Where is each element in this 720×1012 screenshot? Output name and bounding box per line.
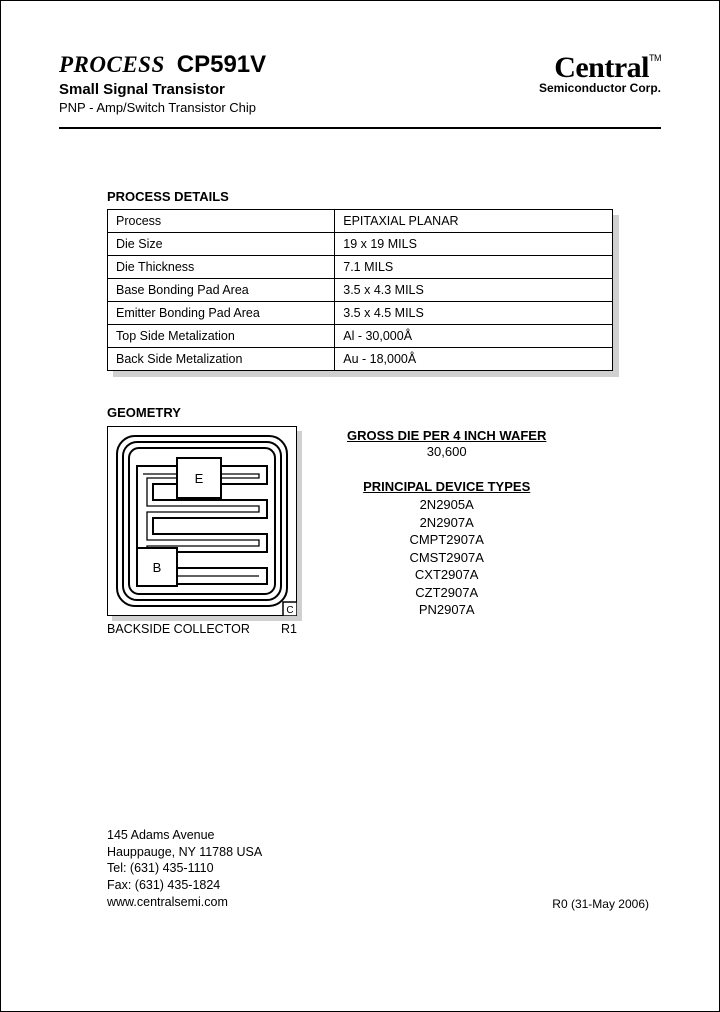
base-label: B	[153, 560, 162, 575]
company-logo: CentralTM Semiconductor Corp.	[539, 51, 661, 95]
part-number: CP591V	[177, 51, 266, 79]
details-table-wrap: ProcessEPITAXIAL PLANAR Die Size19 x 19 …	[107, 209, 613, 371]
devices-title: PRINCIPAL DEVICE TYPES	[347, 479, 546, 494]
cell-key: Die Size	[108, 233, 335, 256]
addr-line: Tel: (631) 435-1110	[107, 860, 262, 877]
corner-label: C	[286, 605, 293, 616]
geometry-row: E B C BACKSIDE COLLECTOR R1 GROSS DIE PE…	[107, 426, 661, 636]
cell-key: Die Thickness	[108, 256, 335, 279]
table-row: Back Side MetalizationAu - 18,000Å	[108, 348, 613, 371]
list-item: 2N2907A	[347, 514, 546, 532]
cell-val: 3.5 x 4.3 MILS	[335, 279, 613, 302]
list-item: CZT2907A	[347, 584, 546, 602]
table-row: Emitter Bonding Pad Area3.5 x 4.5 MILS	[108, 302, 613, 325]
cell-val: 19 x 19 MILS	[335, 233, 613, 256]
logo-main: CentralTM	[539, 51, 661, 85]
title-line: PROCESS CP591V	[59, 51, 266, 79]
addr-line: www.centralsemi.com	[107, 894, 262, 911]
header: PROCESS CP591V Small Signal Transistor P…	[59, 51, 661, 115]
cell-val: Au - 18,000Å	[335, 348, 613, 371]
caption-right: R1	[281, 622, 297, 636]
details-table: ProcessEPITAXIAL PLANAR Die Size19 x 19 …	[107, 209, 613, 371]
geometry-right: GROSS DIE PER 4 INCH WAFER 30,600 PRINCI…	[347, 426, 546, 636]
addr-line: Fax: (631) 435-1824	[107, 877, 262, 894]
cell-val: 7.1 MILS	[335, 256, 613, 279]
table-row: Die Thickness7.1 MILS	[108, 256, 613, 279]
cell-key: Base Bonding Pad Area	[108, 279, 335, 302]
addr-line: Hauppauge, NY 11788 USA	[107, 844, 262, 861]
wafer-value: 30,600	[347, 444, 546, 459]
emitter-label: E	[195, 471, 204, 486]
wafer-title: GROSS DIE PER 4 INCH WAFER	[347, 428, 546, 443]
table-row: ProcessEPITAXIAL PLANAR	[108, 210, 613, 233]
die-diagram: E B C BACKSIDE COLLECTOR R1	[107, 426, 307, 636]
footer-address: 145 Adams Avenue Hauppauge, NY 11788 USA…	[107, 827, 262, 911]
datasheet-page: PROCESS CP591V Small Signal Transistor P…	[1, 1, 719, 666]
die-caption: BACKSIDE COLLECTOR R1	[107, 622, 297, 636]
list-item: CMST2907A	[347, 549, 546, 567]
cell-key: Process	[108, 210, 335, 233]
list-item: PN2907A	[347, 601, 546, 619]
table-row: Top Side MetalizationAl - 30,000Å	[108, 325, 613, 348]
geometry-title: GEOMETRY	[107, 405, 661, 420]
cell-val: EPITAXIAL PLANAR	[335, 210, 613, 233]
list-item: CXT2907A	[347, 566, 546, 584]
process-label: PROCESS	[59, 52, 165, 78]
cell-key: Back Side Metalization	[108, 348, 335, 371]
list-item: CMPT2907A	[347, 531, 546, 549]
subtitle-1: Small Signal Transistor	[59, 81, 266, 98]
table-row: Base Bonding Pad Area3.5 x 4.3 MILS	[108, 279, 613, 302]
details-title: PROCESS DETAILS	[107, 189, 661, 204]
caption-left: BACKSIDE COLLECTOR	[107, 622, 250, 636]
revision: R0 (31-May 2006)	[552, 897, 649, 911]
devices-list: 2N2905A 2N2907A CMPT2907A CMST2907A CXT2…	[347, 496, 546, 619]
die-svg-icon: E B C	[107, 426, 297, 616]
addr-line: 145 Adams Avenue	[107, 827, 262, 844]
table-row: Die Size19 x 19 MILS	[108, 233, 613, 256]
header-left: PROCESS CP591V Small Signal Transistor P…	[59, 51, 266, 115]
list-item: 2N2905A	[347, 496, 546, 514]
trademark-icon: TM	[649, 53, 661, 63]
cell-val: 3.5 x 4.5 MILS	[335, 302, 613, 325]
cell-key: Top Side Metalization	[108, 325, 335, 348]
header-rule	[59, 127, 661, 129]
subtitle-2: PNP - Amp/Switch Transistor Chip	[59, 100, 266, 115]
cell-key: Emitter Bonding Pad Area	[108, 302, 335, 325]
cell-val: Al - 30,000Å	[335, 325, 613, 348]
logo-text: Central	[554, 51, 649, 84]
